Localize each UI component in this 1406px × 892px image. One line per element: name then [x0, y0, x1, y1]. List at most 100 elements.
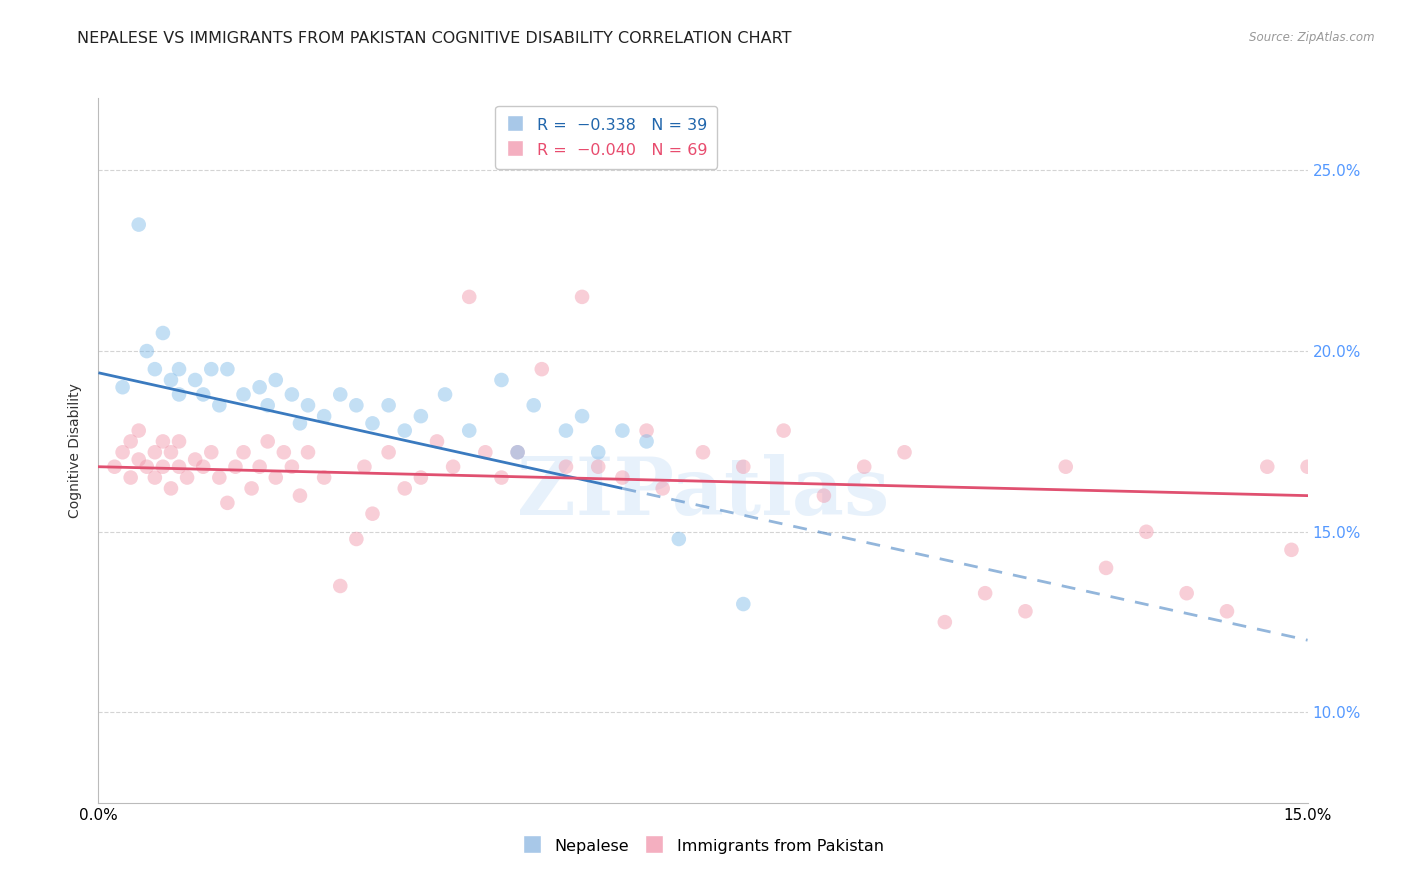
- Point: [612, 424, 634, 438]
- Point: [160, 482, 183, 496]
- Point: [586, 459, 609, 474]
- Point: [273, 445, 295, 459]
- Point: [288, 489, 311, 503]
- Point: [240, 482, 263, 496]
- Point: [1256, 459, 1278, 474]
- Point: [249, 459, 271, 474]
- Point: [361, 507, 384, 521]
- Point: [1135, 524, 1157, 539]
- Point: [176, 470, 198, 484]
- Point: [128, 452, 150, 467]
- Point: [409, 470, 432, 484]
- Point: [224, 459, 246, 474]
- Point: [167, 387, 190, 401]
- Point: [217, 496, 239, 510]
- Point: [329, 387, 352, 401]
- Point: [394, 482, 416, 496]
- Point: [441, 459, 464, 474]
- Point: [555, 424, 578, 438]
- Point: [893, 445, 915, 459]
- Point: [128, 218, 150, 232]
- Point: [232, 445, 254, 459]
- Point: [232, 387, 254, 401]
- Point: [264, 373, 287, 387]
- Point: [813, 489, 835, 503]
- Point: [651, 482, 673, 496]
- Point: [491, 470, 513, 484]
- Point: [167, 459, 190, 474]
- Point: [974, 586, 997, 600]
- Point: [636, 424, 658, 438]
- Point: [1095, 561, 1118, 575]
- Point: [152, 326, 174, 340]
- Point: [434, 387, 457, 401]
- Point: [288, 417, 311, 431]
- Point: [733, 459, 755, 474]
- Point: [329, 579, 352, 593]
- Legend: Nepalese, Immigrants from Pakistan: Nepalese, Immigrants from Pakistan: [516, 830, 890, 862]
- Point: [394, 424, 416, 438]
- Point: [208, 470, 231, 484]
- Point: [103, 459, 125, 474]
- Point: [135, 344, 157, 359]
- Point: [353, 459, 375, 474]
- Point: [200, 445, 222, 459]
- Point: [256, 434, 278, 449]
- Point: [1296, 459, 1319, 474]
- Point: [491, 373, 513, 387]
- Point: [692, 445, 714, 459]
- Point: [409, 409, 432, 424]
- Point: [733, 597, 755, 611]
- Point: [264, 470, 287, 484]
- Point: [586, 445, 609, 459]
- Point: [143, 445, 166, 459]
- Point: [772, 424, 794, 438]
- Point: [506, 445, 529, 459]
- Point: [217, 362, 239, 376]
- Point: [184, 373, 207, 387]
- Y-axis label: Cognitive Disability: Cognitive Disability: [69, 383, 83, 518]
- Point: [143, 362, 166, 376]
- Point: [281, 459, 304, 474]
- Point: [152, 459, 174, 474]
- Point: [377, 445, 399, 459]
- Point: [344, 398, 367, 412]
- Point: [361, 417, 384, 431]
- Point: [853, 459, 876, 474]
- Point: [193, 387, 215, 401]
- Point: [1014, 604, 1036, 618]
- Point: [256, 398, 278, 412]
- Point: [571, 290, 593, 304]
- Point: [111, 380, 134, 394]
- Point: [120, 470, 142, 484]
- Point: [612, 470, 634, 484]
- Text: ZIPatlas: ZIPatlas: [517, 454, 889, 532]
- Point: [668, 532, 690, 546]
- Point: [128, 424, 150, 438]
- Point: [167, 434, 190, 449]
- Point: [458, 424, 481, 438]
- Point: [523, 398, 546, 412]
- Point: [344, 532, 367, 546]
- Point: [426, 434, 449, 449]
- Point: [458, 290, 481, 304]
- Point: [297, 445, 319, 459]
- Point: [152, 434, 174, 449]
- Point: [193, 459, 215, 474]
- Point: [160, 373, 183, 387]
- Point: [184, 452, 207, 467]
- Point: [377, 398, 399, 412]
- Point: [1216, 604, 1239, 618]
- Point: [555, 459, 578, 474]
- Point: [1054, 459, 1077, 474]
- Point: [281, 387, 304, 401]
- Text: NEPALESE VS IMMIGRANTS FROM PAKISTAN COGNITIVE DISABILITY CORRELATION CHART: NEPALESE VS IMMIGRANTS FROM PAKISTAN COG…: [77, 31, 792, 46]
- Point: [143, 470, 166, 484]
- Point: [314, 470, 336, 484]
- Point: [530, 362, 553, 376]
- Point: [200, 362, 222, 376]
- Point: [135, 459, 157, 474]
- Text: Source: ZipAtlas.com: Source: ZipAtlas.com: [1250, 31, 1375, 45]
- Point: [474, 445, 496, 459]
- Point: [571, 409, 593, 424]
